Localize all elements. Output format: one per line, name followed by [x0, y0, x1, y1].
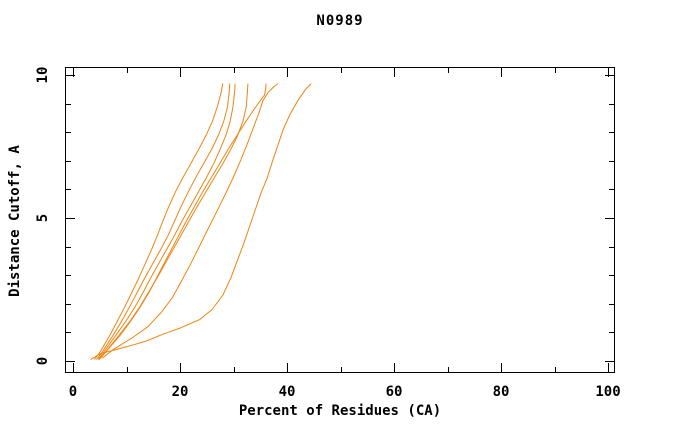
x-tick-label: 40 [279, 384, 296, 400]
x-tick-label: 60 [386, 384, 403, 400]
y-tick-label: 5 [35, 214, 51, 222]
gdt-curve [100, 83, 267, 359]
gdt-curve [97, 83, 236, 360]
gdt-curve [98, 83, 249, 360]
x-axis-label: Percent of Residues (CA) [238, 403, 442, 419]
x-tick-label: 100 [595, 384, 620, 400]
x-tick-label: 0 [69, 384, 77, 400]
gdt-curve [102, 83, 279, 359]
gdt-curve [96, 83, 231, 360]
y-tick-label: 0 [35, 357, 51, 365]
chart-title: N0989 [316, 13, 364, 29]
x-tick-label: 20 [172, 384, 189, 400]
x-tick-label: 80 [493, 384, 510, 400]
plot-border [65, 67, 615, 373]
gdt-curve [90, 83, 312, 361]
y-tick-label: 10 [35, 67, 51, 84]
gdt-curve [94, 83, 224, 360]
